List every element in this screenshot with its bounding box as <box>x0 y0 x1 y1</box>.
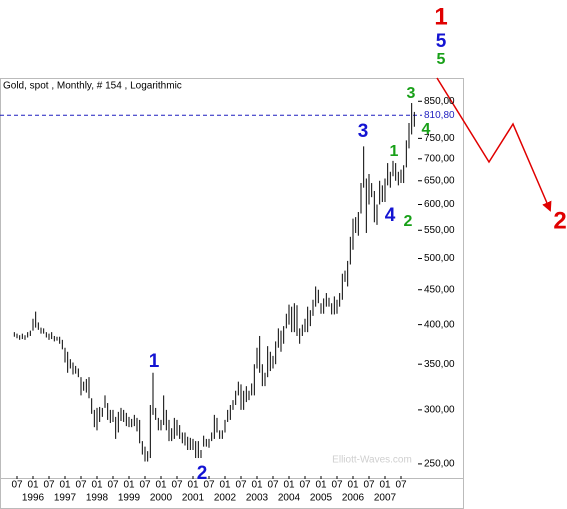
x-tick-label: 07 <box>331 480 343 491</box>
x-tick-label: 01 <box>123 480 135 491</box>
x-tick-label: 07 <box>203 480 215 491</box>
y-tick-label: 500,00 <box>424 253 455 264</box>
y-tick-label: 600,00 <box>424 199 455 210</box>
year-label: 2006 <box>342 493 365 504</box>
year-label: 2001 <box>182 493 205 504</box>
x-tick-label: 07 <box>395 480 407 491</box>
year-label: 1996 <box>22 493 45 504</box>
x-tick-label: 07 <box>299 480 311 491</box>
wave-label: 2 <box>197 463 208 484</box>
year-label: 1999 <box>118 493 141 504</box>
x-tick-label: 07 <box>139 480 151 491</box>
chart-title: Gold, spot , Monthly, # 154 , Logarithmi… <box>3 81 182 92</box>
wave-label: 4 <box>422 121 431 138</box>
x-tick-label: 01 <box>379 480 391 491</box>
x-tick-label: 07 <box>75 480 87 491</box>
y-tick-label: 450,00 <box>424 284 455 295</box>
x-tick-label: 07 <box>235 480 247 491</box>
x-tick-label: 01 <box>59 480 71 491</box>
wave-label: 5 <box>436 31 447 52</box>
x-tick-label: 01 <box>347 480 359 491</box>
wave-label: 4 <box>385 205 396 226</box>
wave-label: 2 <box>404 213 413 230</box>
year-label: 2004 <box>278 493 301 504</box>
year-label: 1998 <box>86 493 109 504</box>
x-tick-label: 01 <box>251 480 263 491</box>
x-tick-label: 01 <box>315 480 327 491</box>
y-tick-label: 250,00 <box>424 459 455 470</box>
y-tick-label: 700,00 <box>424 153 455 164</box>
year-label: 2005 <box>310 493 333 504</box>
y-tick-label: 400,00 <box>424 319 455 330</box>
x-tick-label: 01 <box>27 480 39 491</box>
x-tick-label: 01 <box>283 480 295 491</box>
x-tick-label: 07 <box>171 480 183 491</box>
wave-label: 3 <box>407 85 416 102</box>
wave-label: 5 <box>437 51 446 68</box>
wave-label: 1 <box>434 3 447 30</box>
x-tick-label: 07 <box>11 480 23 491</box>
year-label: 2007 <box>374 493 397 504</box>
chart-frame <box>0 78 464 509</box>
wave-label: 2 <box>553 207 566 234</box>
projection-path <box>436 77 552 212</box>
y-tick-label: 750,00 <box>424 133 455 144</box>
y-tick-label: 300,00 <box>424 405 455 416</box>
x-tick-label: 01 <box>187 480 199 491</box>
last-price-label: 810,80 <box>424 110 455 121</box>
x-tick-label: 01 <box>91 480 103 491</box>
year-label: 2000 <box>150 493 173 504</box>
x-tick-label: 07 <box>107 480 119 491</box>
x-tick-label: 07 <box>267 480 279 491</box>
wave-label: 1 <box>390 143 399 160</box>
x-tick-label: 01 <box>219 480 231 491</box>
x-tick-label: 01 <box>155 480 167 491</box>
wave-label: 1 <box>149 351 160 372</box>
year-label: 1997 <box>54 493 77 504</box>
year-label: 2003 <box>246 493 269 504</box>
y-tick-label: 850,00 <box>424 96 455 107</box>
y-tick-label: 550,00 <box>424 225 455 236</box>
wave-label: 3 <box>358 121 369 142</box>
x-tick-label: 07 <box>363 480 375 491</box>
x-tick-label: 07 <box>43 480 55 491</box>
year-label: 2002 <box>214 493 237 504</box>
y-tick-label: 350,00 <box>424 359 455 370</box>
y-tick-label: 650,00 <box>424 175 455 186</box>
watermark: Elliott-Waves.com <box>332 455 412 466</box>
